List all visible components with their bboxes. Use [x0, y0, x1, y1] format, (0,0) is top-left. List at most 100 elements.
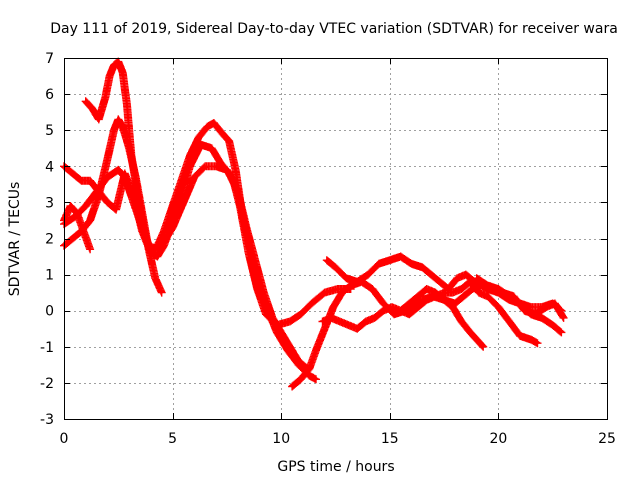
- data-point: [340, 291, 344, 294]
- data-point: [204, 165, 207, 168]
- data-point: [125, 103, 129, 107]
- data-point: [390, 305, 394, 309]
- data-point: [447, 287, 450, 291]
- data-point: [212, 121, 216, 125]
- data-point: [347, 323, 350, 327]
- x-tick-label: 25: [598, 431, 616, 447]
- data-point: [334, 266, 337, 269]
- data-point: [82, 230, 85, 233]
- data-point: [160, 291, 163, 294]
- data-point: [560, 331, 563, 334]
- x-tick-label: 10: [272, 431, 290, 447]
- data-point: [128, 147, 131, 150]
- data-point: [171, 204, 174, 208]
- data-point: [451, 305, 454, 309]
- chart-title: Day 111 of 2019, Sidereal Day-to-day VTE…: [50, 21, 618, 37]
- data-point: [134, 175, 137, 179]
- data-point: [80, 179, 83, 182]
- data-point: [529, 313, 533, 316]
- data-point: [425, 298, 428, 302]
- data-point: [330, 316, 333, 320]
- data-point: [91, 107, 94, 110]
- data-point: [388, 259, 391, 262]
- data-point: [210, 147, 213, 150]
- data-point: [416, 295, 420, 298]
- data-point: [227, 139, 231, 143]
- data-point: [518, 334, 522, 338]
- ticks: [64, 58, 608, 420]
- data-point: [356, 280, 359, 283]
- data-point: [114, 208, 118, 211]
- data-point: [464, 273, 467, 276]
- data-point: [408, 302, 411, 305]
- data-point: [377, 262, 381, 265]
- data-point: [442, 291, 446, 294]
- data-point: [551, 323, 554, 327]
- data-point: [69, 204, 72, 208]
- y-tick-label: 3: [45, 195, 54, 211]
- data-point: [345, 277, 348, 280]
- data-point: [536, 342, 539, 345]
- data-point: [88, 179, 92, 182]
- data-point: [121, 71, 124, 74]
- data-point: [156, 244, 159, 247]
- data-point: [288, 320, 292, 323]
- data-point: [486, 295, 489, 298]
- data-point: [112, 63, 116, 67]
- data-point: [453, 302, 457, 305]
- data-point: [469, 331, 472, 334]
- data-point: [71, 237, 74, 240]
- data-point: [147, 248, 150, 251]
- y-tick-label: 0: [45, 304, 54, 320]
- data-point: [104, 96, 107, 99]
- data-point: [88, 219, 92, 222]
- data-point: [180, 194, 183, 197]
- data-point: [214, 165, 218, 168]
- series-track-i: [396, 285, 488, 351]
- data-point: [75, 212, 79, 215]
- data-point: [416, 305, 420, 309]
- data-point: [221, 132, 224, 135]
- data-point: [332, 305, 335, 309]
- data-point: [234, 168, 237, 172]
- data-point: [286, 349, 289, 352]
- y-tick-label: 4: [45, 159, 54, 175]
- data-point: [267, 309, 270, 312]
- data-point: [366, 273, 370, 276]
- data-point: [180, 179, 183, 182]
- data-point: [497, 305, 500, 309]
- data-point: [540, 316, 543, 320]
- data-point: [299, 313, 302, 316]
- y-axis-title: SDTVAR / TECUs: [7, 182, 23, 297]
- data-point: [227, 172, 231, 175]
- data-point: [349, 284, 352, 287]
- data-point: [121, 125, 124, 128]
- data-point: [141, 212, 144, 215]
- data-point: [325, 259, 328, 262]
- series-track-j: [472, 274, 566, 337]
- data-point: [117, 60, 120, 63]
- data-point: [508, 295, 511, 298]
- data-point: [408, 313, 411, 316]
- data-point: [373, 316, 376, 320]
- data-point: [314, 349, 318, 352]
- data-point: [410, 262, 413, 265]
- y-tick-label: -2: [40, 376, 54, 392]
- data-point: [477, 291, 481, 294]
- data-point: [162, 244, 166, 247]
- data-point: [117, 168, 120, 172]
- data-point: [193, 175, 196, 179]
- data-point: [442, 298, 446, 302]
- data-point: [529, 305, 533, 309]
- data-point: [240, 212, 244, 215]
- data-point: [392, 313, 396, 316]
- data-point: [310, 302, 313, 305]
- data-point: [314, 378, 318, 381]
- data-point: [290, 385, 294, 388]
- data-point: [438, 280, 441, 283]
- data-point: [451, 291, 454, 294]
- y-tick-label: 6: [45, 87, 54, 103]
- data-point: [323, 327, 326, 330]
- x-axis-title: GPS time / hours: [277, 459, 394, 475]
- y-tick-label: 1: [45, 268, 54, 284]
